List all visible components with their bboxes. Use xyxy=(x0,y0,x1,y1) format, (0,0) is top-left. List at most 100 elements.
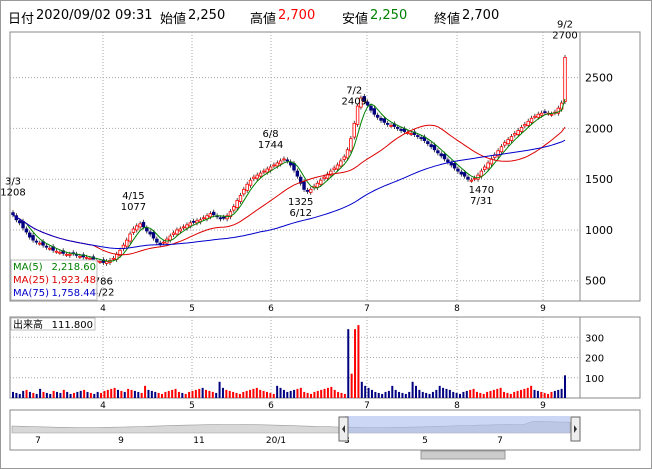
navigator-tick-label: 7 xyxy=(35,436,41,446)
price-y-tick-label: 1000 xyxy=(585,224,613,237)
volume-bar xyxy=(238,393,241,398)
volume-bar xyxy=(560,388,563,398)
price-y-tick-label: 500 xyxy=(585,275,606,288)
volume-bar xyxy=(496,388,499,398)
candle-body xyxy=(145,227,149,232)
candle-body xyxy=(419,137,423,139)
volume-bar xyxy=(93,393,96,398)
volume-bar xyxy=(435,389,438,398)
ma-legend-label: MA(5) xyxy=(13,262,43,273)
candle-body xyxy=(496,150,500,157)
candle-body xyxy=(456,168,460,172)
volume-bar xyxy=(59,392,62,398)
candle-body xyxy=(362,96,366,102)
volume-bar xyxy=(313,391,316,398)
candle-body xyxy=(379,117,383,121)
candle-body xyxy=(282,158,286,161)
volume-bar xyxy=(421,391,424,398)
candle-body xyxy=(104,261,109,264)
candle-body xyxy=(432,144,437,151)
volume-bar xyxy=(411,381,414,398)
volume-bar xyxy=(536,390,539,398)
volume-bar xyxy=(333,389,336,398)
candle-body xyxy=(529,117,534,123)
candle-body xyxy=(242,188,246,195)
price-x-tick-label: 8 xyxy=(454,304,460,314)
volume-bar xyxy=(28,391,31,398)
volume-bar xyxy=(414,385,417,398)
volume-bar xyxy=(482,393,485,398)
candle-body xyxy=(526,120,530,126)
volume-bar xyxy=(448,389,451,398)
date-label: 日付 xyxy=(8,12,35,27)
candle-body xyxy=(345,149,350,159)
candle-body xyxy=(329,170,333,176)
volume-bar xyxy=(354,329,357,398)
volume-bar xyxy=(489,390,492,398)
candle-body xyxy=(48,247,52,250)
candle-body xyxy=(439,153,443,157)
volume-bar xyxy=(479,392,482,398)
volume-bar xyxy=(79,390,82,398)
close-label: 終値 xyxy=(434,12,461,27)
volume-bar xyxy=(188,391,191,398)
price-x-tick-label: 6 xyxy=(268,304,274,314)
volume-bar xyxy=(370,389,373,398)
volume-bar xyxy=(377,392,380,398)
candle-body xyxy=(543,111,547,114)
volume-bar xyxy=(208,390,211,398)
volume-bar xyxy=(35,393,38,398)
candle-body xyxy=(519,127,524,132)
candle-body xyxy=(255,174,259,179)
candle-body xyxy=(111,257,116,260)
candle-body xyxy=(98,261,102,263)
volume-bar xyxy=(506,392,509,398)
volume-bar xyxy=(113,387,116,398)
ma5-line xyxy=(12,98,566,262)
volume-bar xyxy=(181,392,184,398)
candle-body xyxy=(252,176,256,180)
candle-body xyxy=(141,221,146,228)
navigator-tick-label: 9 xyxy=(118,436,124,446)
volume-bar xyxy=(459,393,462,398)
volume-bar xyxy=(144,385,147,398)
candle-body xyxy=(305,189,310,192)
candle-body xyxy=(138,223,142,228)
candle-body xyxy=(84,256,89,259)
candle-body xyxy=(188,222,193,227)
volume-bar xyxy=(22,390,25,398)
volume-bar xyxy=(133,390,136,398)
candle-body xyxy=(125,239,129,247)
volume-bar xyxy=(262,390,265,398)
volume-bar xyxy=(164,391,167,398)
volume-bar xyxy=(408,391,411,398)
candle-body xyxy=(365,101,370,106)
volume-bar xyxy=(293,389,296,398)
navigator-scrollbar-thumb[interactable] xyxy=(420,450,506,460)
volume-bar xyxy=(503,391,506,398)
navigator-tick-label: 11 xyxy=(193,436,204,446)
volume-bar xyxy=(337,391,340,398)
candle-body xyxy=(178,228,182,232)
volume-bar xyxy=(137,391,140,398)
volume-bar xyxy=(367,387,370,398)
volume-bar xyxy=(201,387,204,398)
volume-bar xyxy=(167,390,170,398)
volume-x-tick-label: 4 xyxy=(100,401,106,411)
volume-bar xyxy=(360,381,363,398)
candle-body xyxy=(195,220,199,224)
volume-bar xyxy=(272,393,275,398)
volume-bar xyxy=(401,392,404,398)
candle-body xyxy=(472,177,477,180)
low-label: 安値 xyxy=(342,12,369,27)
candle-body xyxy=(54,250,59,253)
candle-body xyxy=(151,232,156,239)
candle-body xyxy=(499,146,504,153)
volume-title: 出来高 xyxy=(13,318,43,331)
volume-bar xyxy=(18,393,21,398)
volume-bar xyxy=(56,391,59,398)
volume-bar xyxy=(462,391,465,398)
candle-body xyxy=(539,112,544,116)
